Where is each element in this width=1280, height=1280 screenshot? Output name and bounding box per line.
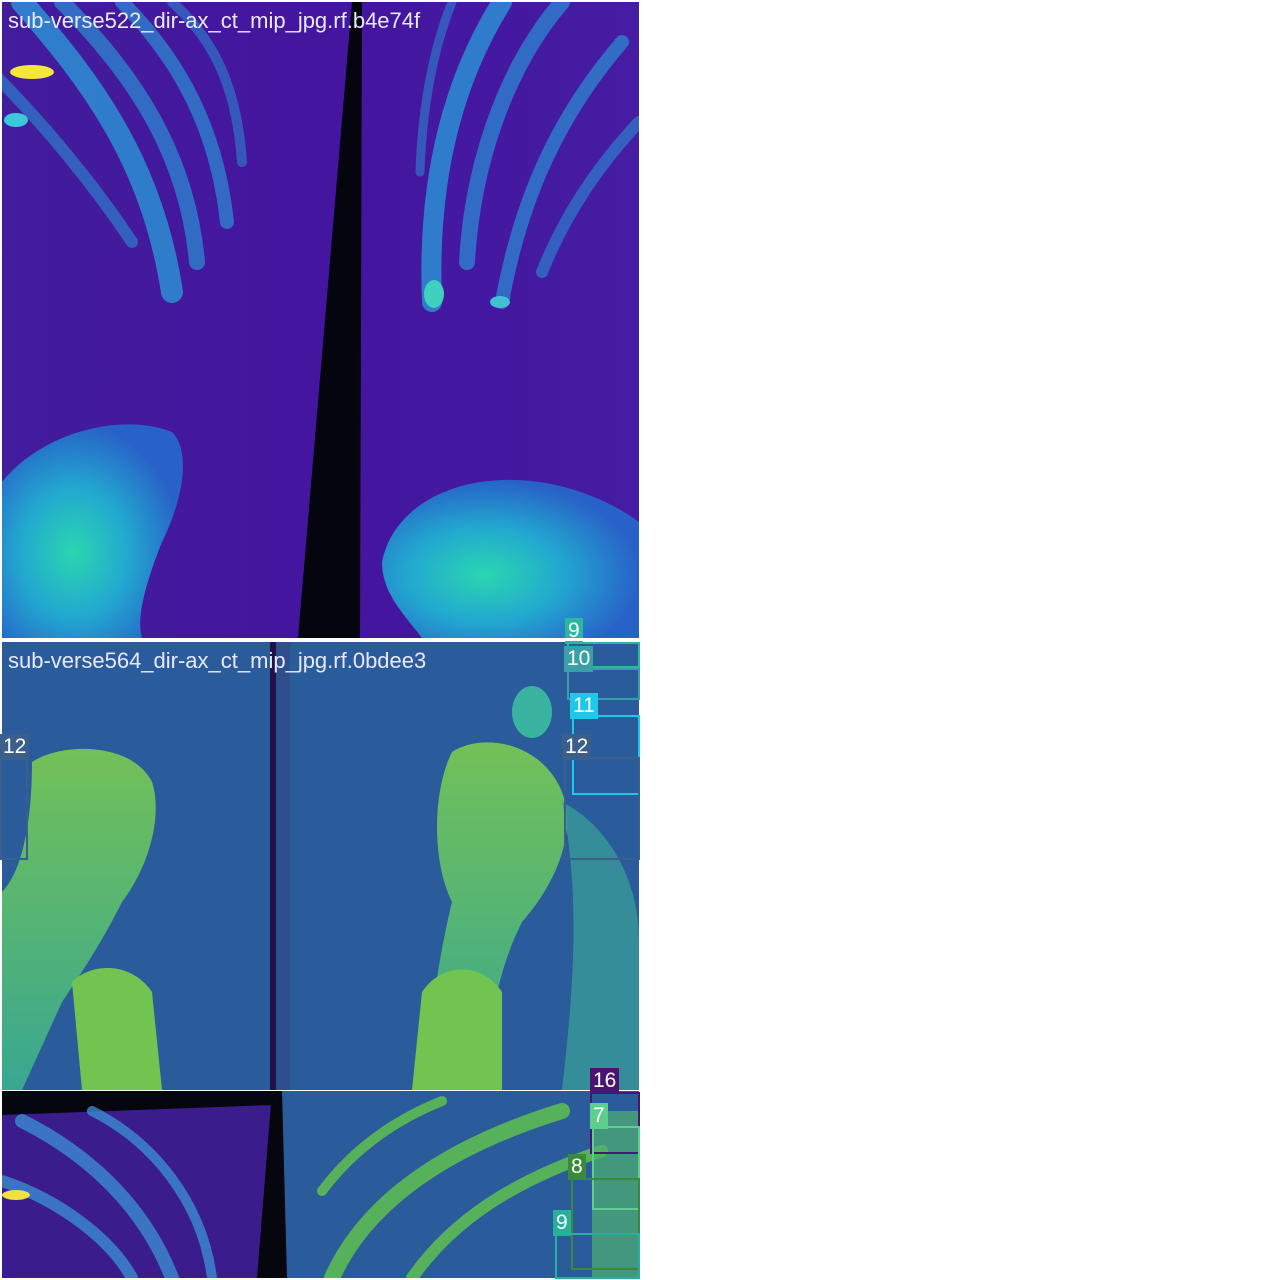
bbox-label-9-top: 9 — [565, 618, 583, 644]
ct-tile-1: sub-verse522_dir-ax_ct_mip_jpg.rf.b4e74f — [2, 2, 639, 638]
bbox-vertebra-10 — [567, 668, 640, 700]
bbox-vertebra-8 — [571, 1178, 640, 1270]
ct-scan-image-1 — [2, 2, 639, 638]
ct-tile-3 — [2, 1091, 639, 1278]
ct-scan-image-3 — [2, 1091, 639, 1278]
bbox-label-12-right: 12 — [562, 734, 592, 760]
ct-scan-image-2 — [2, 642, 639, 1090]
bbox-label-10: 10 — [564, 646, 594, 672]
bbox-label-16: 16 — [590, 1068, 620, 1094]
ct-tile-2: sub-verse564_dir-ax_ct_mip_jpg.rf.0bdee3 — [2, 642, 639, 1090]
bbox-label-9-bottom: 9 — [553, 1210, 571, 1236]
bbox-label-11: 11 — [570, 693, 598, 719]
bbox-vertebra-7 — [592, 1126, 640, 1210]
bbox-label-12-left: 12 — [0, 734, 30, 760]
bbox-vertebra-12-left — [0, 757, 28, 860]
bbox-label-8: 8 — [568, 1154, 586, 1180]
bbox-vertebra-12-right — [564, 757, 640, 860]
image-filename-label: sub-verse564_dir-ax_ct_mip_jpg.rf.0bdee3 — [8, 648, 427, 673]
bbox-vertebra-9-bottom — [555, 1233, 640, 1279]
tile-divider — [2, 638, 639, 641]
image-filename-label: sub-verse522_dir-ax_ct_mip_jpg.rf.b4e74f — [8, 8, 421, 33]
bbox-label-7: 7 — [590, 1103, 608, 1129]
